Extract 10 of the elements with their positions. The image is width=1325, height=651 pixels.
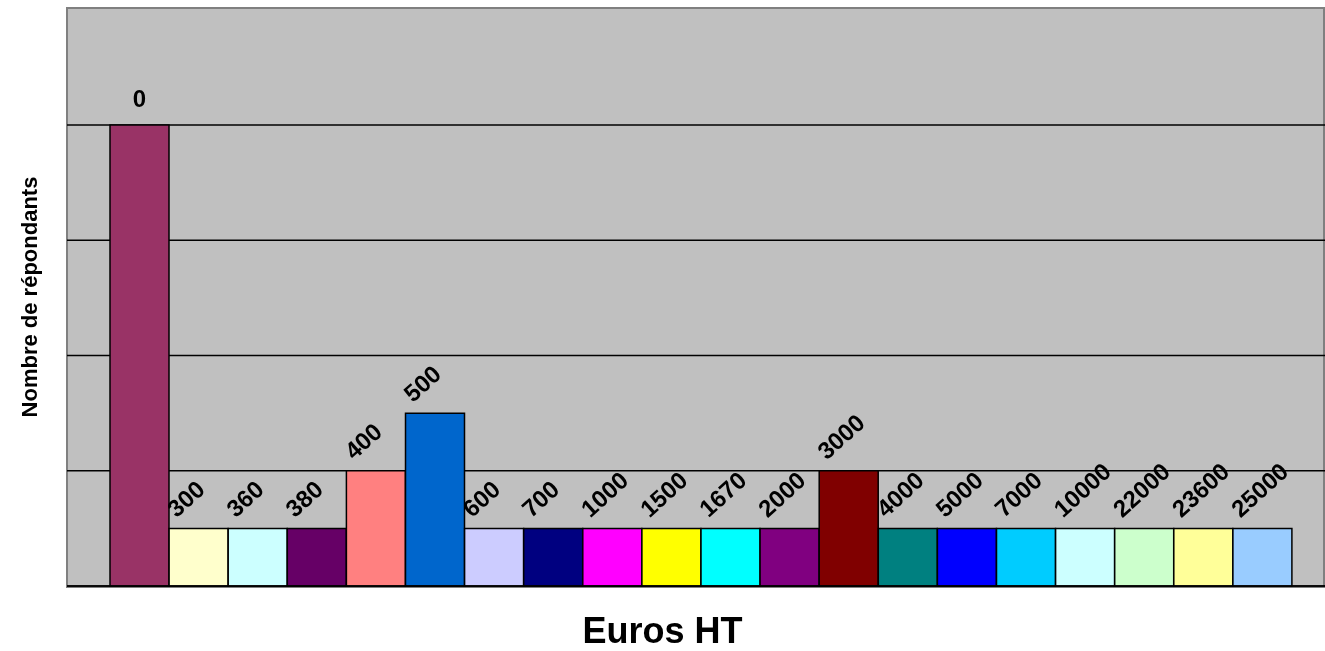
x-tick-label: 380 bbox=[280, 475, 328, 523]
x-axis-title: Euros HT bbox=[581, 610, 744, 651]
x-tick-label: 400 bbox=[339, 417, 388, 465]
x-tick-label: 600 bbox=[457, 475, 506, 523]
x-tick-label: 0 bbox=[132, 85, 147, 112]
x-tick-label: 300 bbox=[161, 475, 210, 523]
x-tick-label: 360 bbox=[220, 475, 269, 523]
x-tick-label: 700 bbox=[516, 475, 565, 523]
x-tick-label: 500 bbox=[398, 359, 447, 407]
y-axis-title: Nombre de répondants bbox=[17, 176, 43, 418]
